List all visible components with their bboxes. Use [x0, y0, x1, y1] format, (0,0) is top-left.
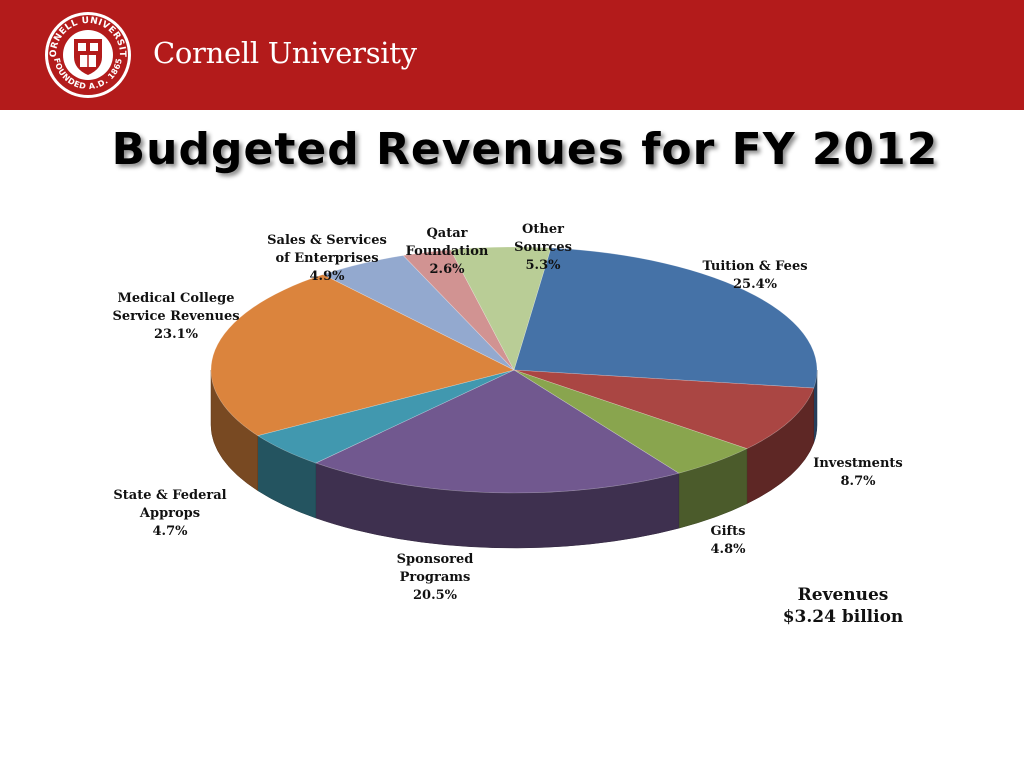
- brand-name: Cornell University: [153, 36, 417, 70]
- pie-slice-7: [402, 249, 515, 371]
- slice-label-1: Investments 8.7%: [813, 456, 902, 489]
- slice-label-8: Other Sources 5.3%: [514, 222, 572, 273]
- pie-slice-3: [315, 369, 680, 494]
- pie-slice-0: [513, 247, 818, 389]
- pie-slice-6: [322, 255, 515, 371]
- pie-slice-5: [210, 274, 515, 436]
- total-revenues-label: Revenues $3.24 billion: [783, 585, 904, 627]
- pie-slice-1: [513, 369, 815, 449]
- slice-label-4: State & Federal Approps 4.7%: [113, 488, 226, 539]
- slice-label-3: Sponsored Programs 20.5%: [397, 552, 474, 603]
- pie-slice-2: [513, 369, 748, 474]
- cornell-seal-logo: CORNELL UNIVERSITY FOUNDED A.D. 1865: [44, 11, 131, 98]
- pie-slice-4: [256, 369, 515, 464]
- slice-label-0: Tuition & Fees 25.4%: [702, 259, 807, 292]
- slice-label-2: Gifts 4.8%: [711, 524, 747, 557]
- slice-label-6: Sales & Services of Enterprises 4.9%: [267, 233, 387, 284]
- header-bar: CORNELL UNIVERSITY FOUNDED A.D. 1865 Cor…: [0, 0, 1024, 110]
- pie-slice-8: [450, 246, 552, 371]
- slice-label-7: Qatar Foundation 2.6%: [406, 226, 489, 277]
- slide-title: Budgeted Revenues for FY 2012: [111, 124, 939, 175]
- slice-label-5: Medical College Service Revenues 23.1%: [112, 291, 239, 342]
